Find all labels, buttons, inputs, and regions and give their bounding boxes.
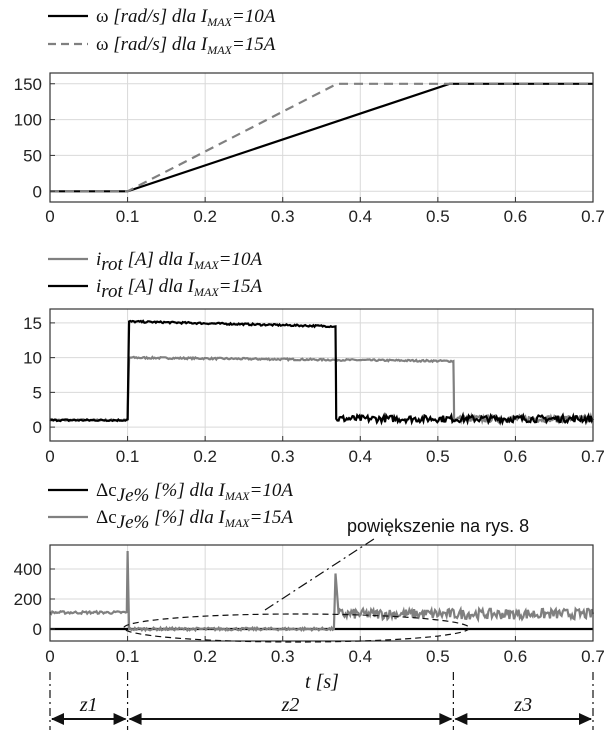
legend-entry-2: ω [rad/s] dla IMAX=15A bbox=[96, 34, 276, 57]
y-tick-label: 0 bbox=[33, 418, 42, 437]
legend-label: [A] dla I bbox=[128, 276, 196, 297]
x-tick-label: 0.6 bbox=[504, 447, 528, 466]
legend-label: [rad/s] dla I bbox=[113, 34, 209, 55]
legend-entry-1: ω [rad/s] dla IMAX=10A bbox=[96, 6, 276, 29]
y-tick-label: 0 bbox=[33, 620, 42, 639]
legend-tail: =10A bbox=[250, 480, 294, 501]
zone-label-z1: z1 bbox=[79, 694, 98, 716]
zones-row: z1 z2 z3 bbox=[49, 672, 594, 730]
legend-label: [rad/s] dla I bbox=[113, 6, 209, 27]
x-tick-label: 0.2 bbox=[193, 207, 217, 226]
x-tick-label: 0 bbox=[45, 207, 54, 226]
legend-symbol-sub: rot bbox=[101, 254, 123, 275]
legend-sub: MAX bbox=[224, 516, 250, 530]
zone-arrow-head-left bbox=[454, 713, 468, 725]
series-line-2 bbox=[49, 319, 594, 426]
x-tick-label: 0 bbox=[45, 647, 54, 666]
legend-symbol: ω bbox=[96, 34, 109, 55]
x-tick-label: 0.7 bbox=[581, 647, 605, 666]
annotation-text: powiększenie na rys. 8 bbox=[347, 516, 529, 536]
legend-label: [%] dla I bbox=[154, 507, 226, 528]
zone-arrow-head-left bbox=[51, 713, 64, 725]
x-tick-label: 0.1 bbox=[116, 647, 140, 666]
x-tick-label: 0.1 bbox=[116, 447, 140, 466]
y-tick-label: 200 bbox=[14, 590, 42, 609]
series-line-2 bbox=[49, 550, 595, 633]
legend-label: [%] dla I bbox=[154, 480, 226, 501]
y-tick-label: 100 bbox=[14, 111, 42, 130]
x-tick-label: 0.3 bbox=[271, 447, 295, 466]
legend-symbol-sub: Je% bbox=[117, 485, 150, 506]
x-tick-label: 0.5 bbox=[426, 207, 450, 226]
legend-entry-1: ΔcJe% [%] dla IMAX=10A bbox=[96, 480, 293, 506]
legend-symbol-sub: Je% bbox=[117, 512, 150, 533]
x-tick-label: 0.7 bbox=[581, 447, 605, 466]
x-tick-label: 0.4 bbox=[348, 207, 372, 226]
legend-tail: =15A bbox=[219, 276, 263, 297]
legend-symbol: i bbox=[96, 249, 101, 270]
axes-frame bbox=[49, 72, 594, 203]
legend-label: [A] dla I bbox=[128, 249, 196, 270]
chart-panel-3: 0 0.1 0.2 0.3 0.4 0.5 0.6 0.7 0 200 400 ΔcJe% [%] d… bbox=[14, 480, 605, 693]
x-tick-label: 0 bbox=[45, 447, 54, 466]
y-tick-label: 0 bbox=[33, 182, 42, 201]
x-tick-label: 0.6 bbox=[504, 207, 528, 226]
chart-panel-2: 0 0.1 0.2 0.3 0.4 0.5 0.6 0.7 0 5 10 15 irot [A] dla… bbox=[23, 249, 605, 466]
series-line-2 bbox=[50, 82, 593, 193]
x-tick-label: 0.1 bbox=[116, 207, 140, 226]
y-tick-label: 15 bbox=[23, 314, 42, 333]
x-tick-label: 0.7 bbox=[581, 207, 605, 226]
legend-tail: =15A bbox=[232, 34, 276, 55]
legend-sub: MAX bbox=[193, 285, 219, 299]
chart-panel-1: 0 0.1 0.2 0.3 0.4 0.5 0.6 0.7 0 50 100 150 ω [rad/s]… bbox=[14, 6, 605, 226]
x-tick-label: 0.5 bbox=[426, 647, 450, 666]
axes-frame bbox=[49, 308, 594, 442]
legend-symbol: Δc bbox=[96, 480, 117, 501]
legend-sub: MAX bbox=[206, 15, 232, 29]
legend-entry-2: irot [A] dla IMAX=15A bbox=[96, 276, 262, 302]
series-line-1 bbox=[50, 82, 593, 193]
zone-label-z2: z2 bbox=[281, 694, 300, 716]
legend-symbol-sub: rot bbox=[101, 281, 123, 302]
legend-tail: =10A bbox=[232, 6, 276, 27]
legend-sub: MAX bbox=[193, 258, 219, 272]
legend-entry-1: irot [A] dla IMAX=10A bbox=[96, 249, 262, 275]
legend-tail: =15A bbox=[250, 507, 294, 528]
x-tick-label: 0.3 bbox=[271, 647, 295, 666]
legend-symbol: i bbox=[96, 276, 101, 297]
x-tick-label: 0.3 bbox=[271, 207, 295, 226]
zone-arrow-head-right bbox=[439, 713, 453, 725]
legend-tail: =10A bbox=[219, 249, 263, 270]
y-tick-label: 5 bbox=[33, 383, 42, 402]
x-axis-label: t [s] bbox=[305, 671, 339, 693]
zone-arrow-head-right bbox=[579, 713, 592, 725]
x-tick-label: 0.2 bbox=[193, 447, 217, 466]
annotation-bg bbox=[342, 514, 592, 538]
x-tick-label: 0.6 bbox=[504, 647, 528, 666]
zone-label-z3: z3 bbox=[513, 694, 532, 716]
x-tick-label: 0.4 bbox=[348, 647, 372, 666]
annotation-leader bbox=[264, 534, 381, 611]
legend-symbol: Δc bbox=[96, 507, 117, 528]
zone-arrow-head-right bbox=[113, 713, 127, 725]
legend-symbol: ω bbox=[96, 6, 109, 27]
legend-entry-2: ΔcJe% [%] dla IMAX=15A bbox=[96, 507, 293, 533]
zoom-ellipse bbox=[123, 613, 470, 643]
zone-arrow-head-left bbox=[128, 713, 142, 725]
legend-sub: MAX bbox=[224, 489, 250, 503]
y-tick-label: 50 bbox=[23, 146, 42, 165]
axes-frame bbox=[49, 544, 594, 642]
x-tick-label: 0.4 bbox=[348, 447, 372, 466]
y-tick-label: 10 bbox=[23, 349, 42, 368]
y-tick-label: 150 bbox=[14, 75, 42, 94]
legend-sub: MAX bbox=[206, 43, 232, 57]
x-tick-label: 0.2 bbox=[193, 647, 217, 666]
series-line-1 bbox=[49, 355, 594, 425]
x-tick-label: 0.5 bbox=[426, 447, 450, 466]
y-tick-label: 400 bbox=[14, 560, 42, 579]
